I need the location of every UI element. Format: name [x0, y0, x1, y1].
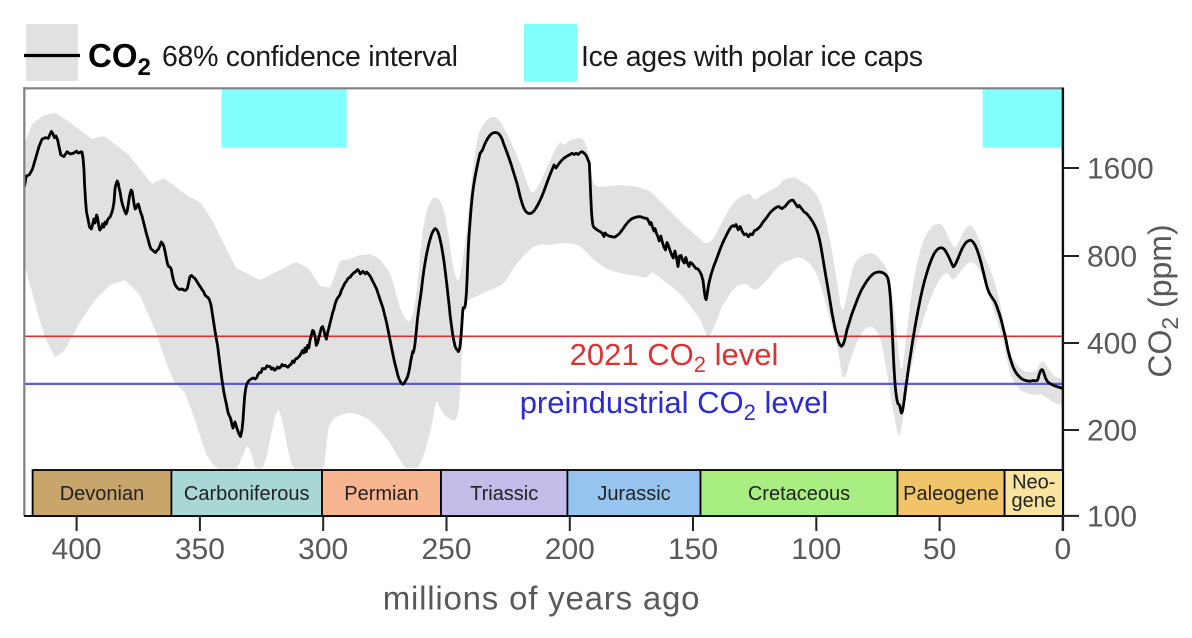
svg-text:Ice ages with polar ice caps: Ice ages with polar ice caps — [581, 41, 923, 73]
svg-text:100: 100 — [1087, 500, 1137, 533]
svg-text:Cretaceous: Cretaceous — [748, 483, 850, 505]
svg-text:Jurassic: Jurassic — [597, 483, 670, 505]
svg-text:gene: gene — [1012, 490, 1057, 512]
svg-text:CO2 (ppm): CO2 (ppm) — [1142, 224, 1183, 377]
svg-text:0: 0 — [1055, 533, 1072, 566]
svg-text:millions of years ago: millions of years ago — [383, 580, 701, 617]
svg-text:68% confidence interval: 68% confidence interval — [162, 41, 458, 73]
svg-text:1600: 1600 — [1087, 153, 1154, 186]
svg-text:400: 400 — [1087, 328, 1137, 361]
svg-text:250: 250 — [421, 533, 471, 566]
svg-text:Devonian: Devonian — [60, 483, 145, 505]
svg-text:400: 400 — [52, 533, 102, 566]
svg-text:350: 350 — [175, 533, 225, 566]
svg-text:800: 800 — [1087, 241, 1137, 274]
svg-text:100: 100 — [791, 533, 841, 566]
svg-text:200: 200 — [1087, 415, 1137, 448]
svg-text:50: 50 — [923, 533, 956, 566]
svg-text:Paleogene: Paleogene — [903, 483, 999, 505]
svg-text:300: 300 — [298, 533, 348, 566]
svg-text:2021 CO2 level: 2021 CO2 level — [570, 337, 779, 377]
svg-text:preindustrial CO2 level: preindustrial CO2 level — [520, 385, 829, 425]
svg-text:Triassic: Triassic — [470, 483, 538, 505]
svg-text:Neo-: Neo- — [1012, 472, 1055, 494]
svg-text:Carboniferous: Carboniferous — [184, 483, 310, 505]
svg-text:200: 200 — [545, 533, 595, 566]
svg-text:150: 150 — [668, 533, 718, 566]
svg-text:Permian: Permian — [344, 483, 418, 505]
